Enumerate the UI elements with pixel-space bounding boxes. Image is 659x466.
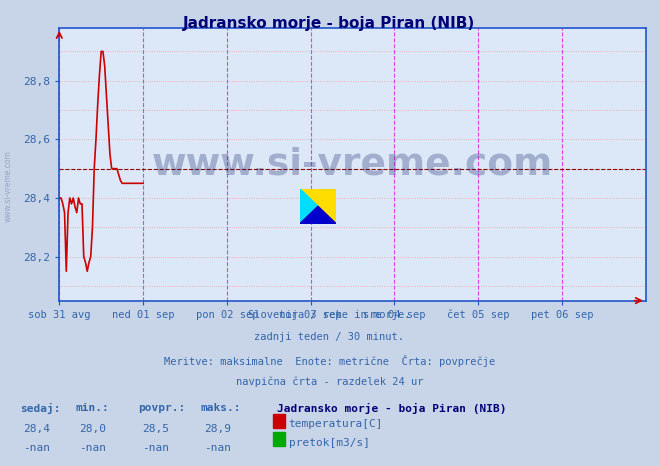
Text: www.si-vreme.com: www.si-vreme.com (3, 151, 13, 222)
Text: navpična črta - razdelek 24 ur: navpična črta - razdelek 24 ur (236, 377, 423, 388)
Text: sedaj:: sedaj: (20, 403, 60, 414)
Text: 28,0: 28,0 (79, 424, 106, 434)
Text: min.:: min.: (76, 403, 109, 413)
Text: Slovenija / reke in morje.: Slovenija / reke in morje. (248, 310, 411, 320)
Text: Meritve: maksimalne  Enote: metrične  Črta: povprečje: Meritve: maksimalne Enote: metrične Črta… (164, 355, 495, 367)
Text: -nan: -nan (79, 443, 106, 452)
Text: pretok[m3/s]: pretok[m3/s] (289, 438, 370, 448)
Polygon shape (300, 206, 336, 224)
Text: 28,5: 28,5 (142, 424, 169, 434)
Text: Jadransko morje - boja Piran (NIB): Jadransko morje - boja Piran (NIB) (183, 16, 476, 31)
Text: Jadransko morje - boja Piran (NIB): Jadransko morje - boja Piran (NIB) (277, 403, 506, 414)
Text: 28,9: 28,9 (204, 424, 231, 434)
Text: maks.:: maks.: (201, 403, 241, 413)
Text: -nan: -nan (204, 443, 231, 452)
Polygon shape (300, 189, 336, 224)
Text: -nan: -nan (23, 443, 50, 452)
Text: temperatura[C]: temperatura[C] (289, 419, 383, 429)
Text: zadnji teden / 30 minut.: zadnji teden / 30 minut. (254, 332, 405, 342)
Text: -nan: -nan (142, 443, 169, 452)
Text: www.si-vreme.com: www.si-vreme.com (152, 146, 553, 182)
Polygon shape (300, 189, 318, 224)
Text: povpr.:: povpr.: (138, 403, 186, 413)
Text: 28,4: 28,4 (23, 424, 50, 434)
